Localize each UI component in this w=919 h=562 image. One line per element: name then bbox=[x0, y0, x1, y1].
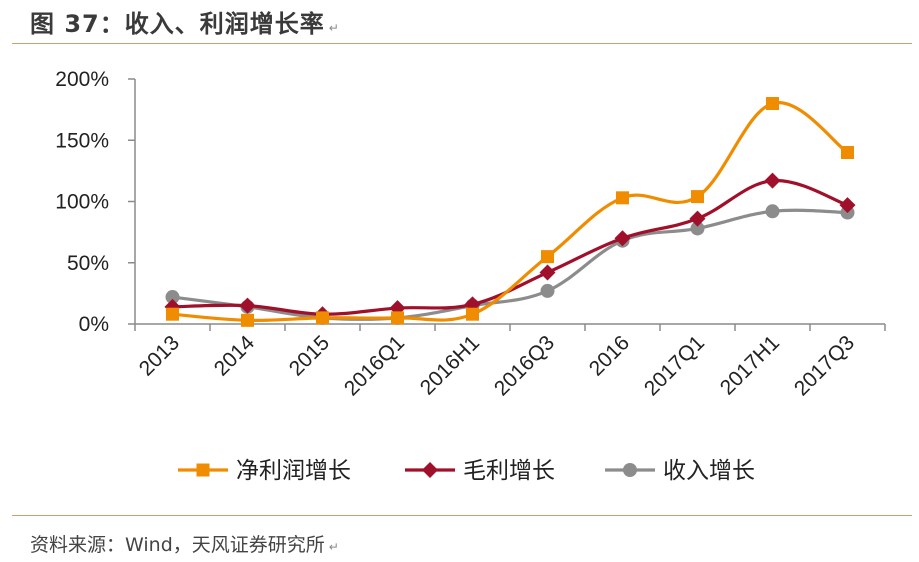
legend-item: 净利润增长 bbox=[178, 458, 351, 484]
x-tick-label: 2015 bbox=[285, 331, 334, 380]
legend-marker bbox=[422, 462, 438, 478]
data-point bbox=[616, 191, 629, 205]
data-point bbox=[614, 230, 631, 247]
x-tick-label: 2017Q3 bbox=[790, 331, 859, 400]
top-divider bbox=[12, 43, 912, 44]
data-point bbox=[764, 172, 781, 189]
y-tick-label: 100% bbox=[55, 191, 109, 214]
x-tick-label: 2016Q1 bbox=[340, 331, 409, 400]
series-line bbox=[172, 179, 849, 316]
data-point bbox=[239, 297, 256, 314]
legend-label: 收入增长 bbox=[663, 458, 755, 484]
data-point bbox=[316, 311, 329, 325]
x-tick-label: 2016 bbox=[585, 331, 634, 380]
source-text: 资料来源：Wind，天风证券研究所 bbox=[30, 534, 325, 556]
data-point bbox=[839, 197, 856, 214]
chart-legend: 净利润增长 毛利增长 收入增长 bbox=[178, 458, 755, 484]
paragraph-mark-icon: ↵ bbox=[328, 540, 339, 554]
x-tick-label: 2014 bbox=[210, 331, 260, 381]
data-point bbox=[241, 313, 254, 327]
legend-item: 收入增长 bbox=[605, 458, 755, 484]
figure-title-text: 图 37：收入、利润增长率 bbox=[30, 10, 325, 38]
chart-axes: 0% 50% 100% 150% 200% 2013 2014 2015 2016Q1 2016H… bbox=[55, 68, 886, 400]
data-point bbox=[539, 264, 556, 281]
bottom-divider bbox=[12, 515, 912, 516]
data-point bbox=[765, 204, 780, 219]
legend-label: 净利润增长 bbox=[236, 458, 351, 484]
data-point bbox=[541, 250, 554, 264]
data-point bbox=[841, 146, 854, 159]
legend-marker bbox=[623, 463, 637, 477]
paragraph-mark-icon: ↵ bbox=[328, 21, 340, 35]
data-point bbox=[691, 190, 704, 204]
legend-item: 毛利增长 bbox=[405, 458, 555, 484]
y-tick-label: 0% bbox=[79, 313, 109, 336]
data-point bbox=[166, 307, 179, 321]
data-point bbox=[766, 97, 779, 110]
x-tick-label: 2016H1 bbox=[416, 331, 484, 399]
legend-label: 毛利增长 bbox=[463, 458, 555, 484]
series-square bbox=[166, 97, 854, 327]
data-point bbox=[689, 210, 706, 227]
data-point bbox=[540, 283, 555, 298]
y-tick-label: 150% bbox=[55, 129, 109, 152]
chart-series bbox=[164, 97, 856, 327]
figure-title: 图 37：收入、利润增长率 ↵ bbox=[30, 4, 340, 39]
x-tick-label: 2017H1 bbox=[716, 331, 784, 399]
series-line bbox=[172, 208, 848, 322]
data-point bbox=[466, 307, 479, 321]
line-chart: 0% 50% 100% 150% 200% 2013 2014 2015 2016Q1 2016H… bbox=[55, 68, 886, 484]
data-point bbox=[165, 290, 180, 305]
source-note: 资料来源：Wind，天风证券研究所 ↵ bbox=[30, 530, 339, 557]
y-tick-label: 200% bbox=[55, 68, 109, 91]
legend-marker bbox=[196, 463, 210, 477]
x-tick-label: 2017Q1 bbox=[640, 331, 709, 400]
x-tick-label: 2013 bbox=[135, 331, 184, 380]
x-tick-label: 2016Q3 bbox=[490, 331, 559, 400]
data-point bbox=[391, 311, 404, 325]
y-tick-label: 50% bbox=[67, 252, 109, 275]
series-line bbox=[172, 101, 849, 323]
data-point bbox=[690, 221, 705, 236]
